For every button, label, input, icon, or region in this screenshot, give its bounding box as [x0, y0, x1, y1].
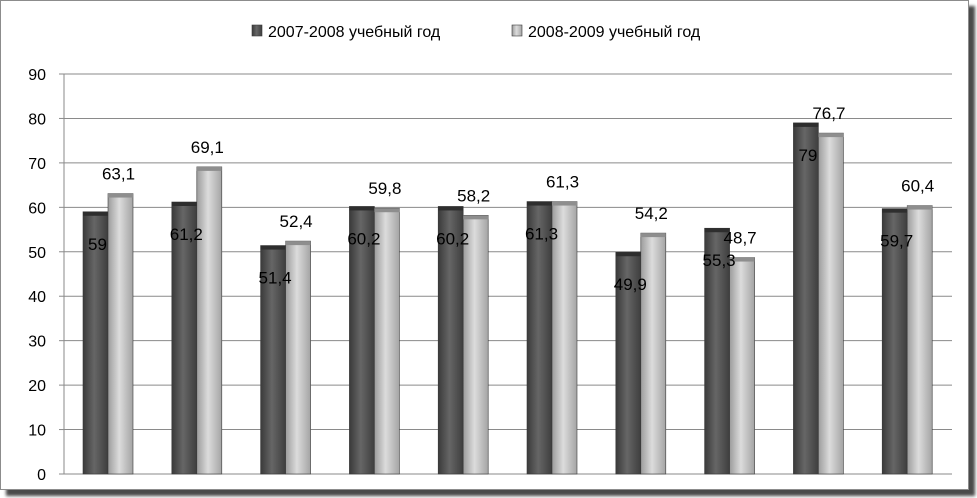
y-tick-label: 60 — [28, 200, 46, 217]
data-label-series1-cat5: 60,2 — [436, 229, 469, 248]
data-label-series2-cat5: 58,2 — [457, 186, 490, 205]
bar-cap — [438, 206, 464, 211]
legend-label-series1: 2007-2008 учебный год — [268, 24, 441, 41]
bar-cap — [552, 201, 577, 206]
bars — [82, 122, 933, 475]
bar-series1-cat9 — [793, 122, 819, 475]
y-tick-label: 30 — [28, 334, 46, 351]
bar-series2-cat2 — [196, 166, 223, 475]
bar-cap — [818, 133, 844, 138]
bar-cap — [374, 208, 400, 213]
bar-cap — [793, 122, 819, 127]
bar-cap — [285, 241, 311, 246]
bar-series1-cat6 — [526, 201, 553, 475]
bar-cap — [83, 211, 108, 216]
bar-cap — [108, 193, 133, 198]
y-tick-label: 80 — [28, 111, 46, 128]
data-label-series1-cat7: 49,9 — [614, 275, 647, 294]
bar-series2-cat3 — [285, 240, 311, 475]
data-label-series2-cat6: 61,3 — [546, 173, 579, 192]
data-label-series1-cat6: 61,3 — [525, 225, 558, 244]
data-label-series2-cat3: 52,4 — [280, 212, 313, 231]
bar-cap — [615, 252, 641, 257]
y-tick-label: 40 — [28, 289, 46, 306]
bar-cap — [882, 208, 908, 213]
bar-cap — [907, 205, 933, 210]
data-label-series2-cat1: 63,1 — [102, 165, 135, 184]
y-axis: 0 10 20 30 40 50 60 70 80 90 — [28, 67, 65, 484]
bar-series2-cat10 — [906, 205, 933, 475]
data-labels: 59 61,2 51,4 60,2 60,2 61,3 49,9 55,3 79 59,7 63,1… — [88, 104, 934, 294]
data-label-series1-cat2: 61,2 — [170, 225, 203, 244]
bar-cap — [171, 202, 197, 206]
y-tick-label: 0 — [37, 467, 46, 484]
legend-swatch-series1 — [251, 24, 263, 37]
y-tick-label: 50 — [28, 245, 46, 262]
y-tick-label: 20 — [28, 378, 46, 395]
bar-cap — [729, 257, 755, 262]
bar-cap — [527, 201, 552, 206]
bar-cap — [349, 206, 375, 211]
bar-series1-cat1 — [82, 211, 109, 475]
data-label-series2-cat7: 54,2 — [635, 204, 668, 223]
bar-cap — [196, 166, 222, 171]
legend-swatch-series2 — [511, 24, 523, 37]
bar-series2-cat6 — [551, 201, 578, 475]
data-label-series2-cat4: 59,8 — [368, 179, 401, 198]
bar-series1-cat4 — [349, 206, 375, 475]
data-label-series1-cat10: 59,7 — [880, 232, 913, 251]
bar-cap — [260, 245, 286, 250]
bar-cap — [704, 228, 730, 233]
y-tick-label: 90 — [28, 67, 46, 84]
data-label-series2-cat2: 69,1 — [191, 138, 224, 157]
bar-cap — [640, 233, 666, 238]
data-label-series2-cat10: 60,4 — [901, 177, 934, 196]
bar-series2-cat4 — [374, 207, 400, 475]
data-label-series1-cat4: 60,2 — [347, 229, 380, 248]
legend: 2007-2008 учебный год 2008-2009 учебный г… — [251, 24, 701, 41]
bar-series2-cat9 — [818, 132, 844, 475]
bar-series2-cat1 — [107, 193, 134, 475]
y-tick-label: 10 — [28, 423, 46, 440]
bar-series2-cat8 — [729, 257, 755, 475]
bar-series2-cat7 — [640, 232, 667, 475]
data-label-series1-cat8: 55,3 — [703, 251, 736, 270]
bar-series1-cat2 — [171, 201, 198, 475]
y-tick-label: 70 — [28, 156, 46, 173]
bar-cap — [463, 215, 489, 220]
data-label-series2-cat8: 48,7 — [724, 229, 757, 248]
data-label-series2-cat9: 76,7 — [812, 104, 845, 123]
data-label-series1-cat3: 51,4 — [259, 269, 292, 288]
legend-label-series2: 2008-2009 учебный год — [528, 24, 701, 41]
data-label-series1-cat1: 59 — [88, 235, 107, 254]
data-label-series1-cat9: 79 — [798, 146, 817, 165]
bar-series2-cat5 — [462, 215, 489, 475]
bar-series1-cat5 — [437, 206, 464, 475]
